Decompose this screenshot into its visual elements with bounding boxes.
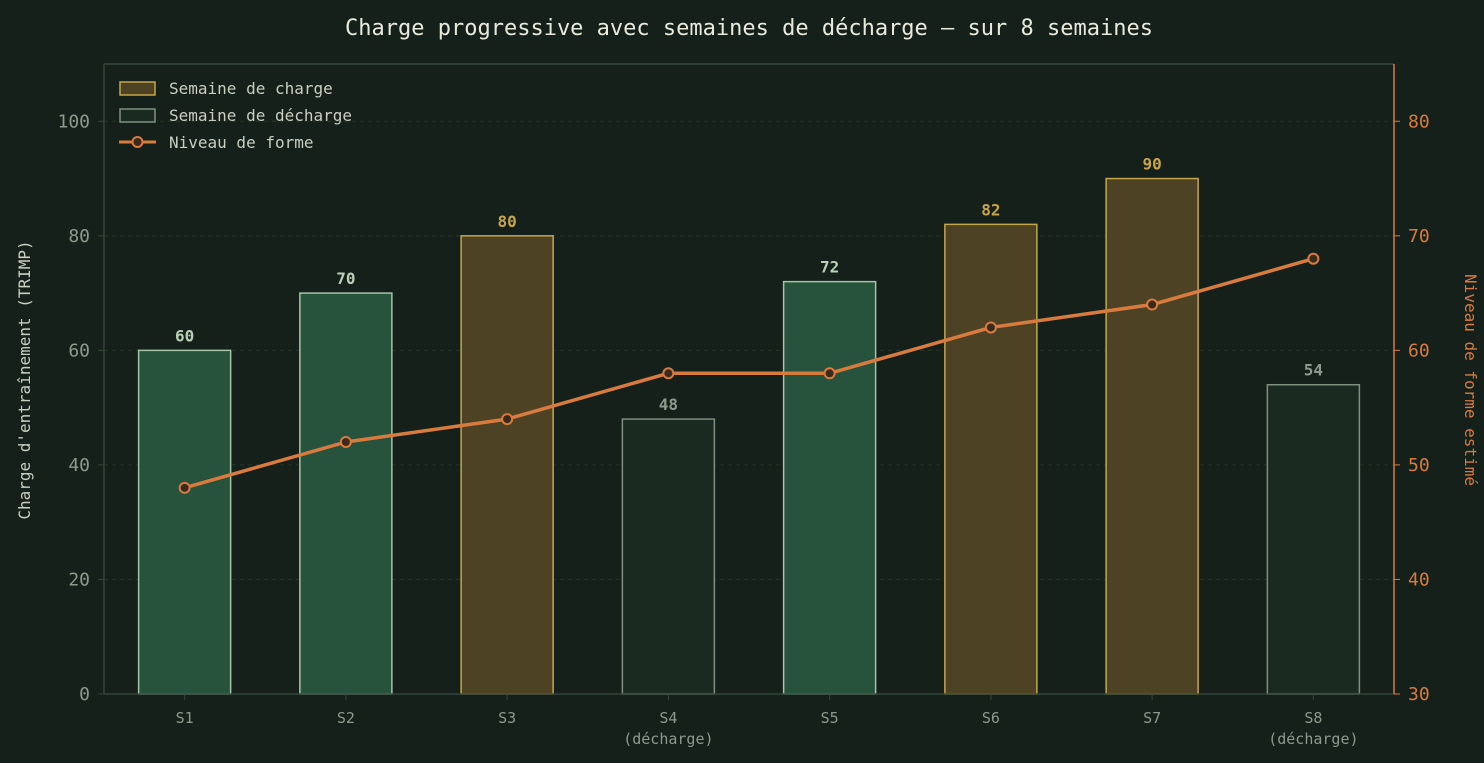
bar-value-label: 48 bbox=[659, 395, 678, 414]
y-right-tick-label: 50 bbox=[1408, 455, 1430, 476]
bar-value-label: 80 bbox=[497, 212, 516, 231]
bar-3 bbox=[460, 235, 554, 695]
x-tick-label: S6 bbox=[982, 709, 1000, 727]
bar-8 bbox=[1266, 383, 1361, 695]
y-right-tick-label: 40 bbox=[1408, 569, 1430, 590]
y-right-tick-label: 30 bbox=[1408, 684, 1430, 705]
y-left-tick-label: 100 bbox=[57, 111, 90, 132]
bar-2 bbox=[299, 292, 393, 695]
bar-1 bbox=[137, 349, 232, 695]
x-tick-label: S3 bbox=[498, 709, 516, 727]
x-tick-sublabel: (décharge) bbox=[1268, 730, 1358, 748]
bar-value-label: 54 bbox=[1304, 361, 1323, 380]
bar-value-label: 60 bbox=[175, 326, 194, 345]
grid bbox=[104, 120, 1394, 580]
y-right-tick-label: 70 bbox=[1408, 226, 1430, 247]
x-tick-label: S5 bbox=[821, 709, 839, 727]
y-axis-right-label: Niveau de forme estimé bbox=[1461, 274, 1480, 486]
bar-7 bbox=[1105, 177, 1199, 695]
bar-5 bbox=[782, 280, 877, 695]
y-right-tick-label: 80 bbox=[1408, 111, 1430, 132]
y-left-tick-label: 60 bbox=[68, 340, 90, 361]
fitness-line-series bbox=[178, 252, 1320, 494]
legend-swatch-decharge bbox=[119, 108, 156, 123]
fitness-point-3 bbox=[501, 413, 514, 426]
y-left-tick-label: 20 bbox=[68, 569, 90, 590]
chart-title: Charge progressive avec semaines de déch… bbox=[345, 16, 1153, 41]
x-tick-label: S8 bbox=[1304, 709, 1322, 727]
bar-4 bbox=[621, 418, 716, 695]
fitness-point-2 bbox=[339, 436, 352, 448]
fitness-point-4 bbox=[662, 367, 675, 380]
x-tick-label: S4 bbox=[659, 709, 677, 727]
y-right-tick-label: 60 bbox=[1408, 340, 1430, 361]
legend-label: Semaine de décharge bbox=[169, 106, 352, 125]
x-tick-label: S2 bbox=[337, 709, 355, 727]
bar-6 bbox=[944, 223, 1038, 695]
bar-value-label: 90 bbox=[1142, 155, 1161, 174]
y-left-tick-label: 0 bbox=[79, 684, 90, 705]
bars: 60 70 80 48 72 82 90 54 bbox=[137, 155, 1361, 695]
x-tick-sublabel: (décharge) bbox=[623, 730, 713, 748]
legend-swatch-charge bbox=[119, 81, 156, 96]
fitness-line bbox=[184, 257, 1314, 490]
legend-label: Niveau de forme bbox=[169, 133, 314, 152]
bar-value-label: 82 bbox=[981, 200, 1000, 219]
legend: Semaine de charge Semaine de décharge Nive… bbox=[119, 79, 352, 152]
x-tick-label: S7 bbox=[1143, 709, 1161, 727]
legend-label: Semaine de charge bbox=[169, 79, 333, 98]
y-left-tick-label: 40 bbox=[68, 455, 90, 476]
fitness-point-8 bbox=[1307, 252, 1320, 265]
y-axis-left-label: Charge d'entraînement (TRIMP) bbox=[15, 240, 34, 519]
fitness-point-6 bbox=[984, 321, 997, 334]
x-tick-label: S1 bbox=[176, 709, 194, 727]
fitness-point-1 bbox=[178, 481, 191, 494]
legend-marker-swatch bbox=[131, 136, 144, 148]
axes: 0 20 40 60 80 100 30 40 50 60 70 80 S1 S2 S3 S4 (décharg… bbox=[57, 63, 1430, 748]
fitness-point-5 bbox=[823, 367, 836, 380]
fitness-point-7 bbox=[1146, 298, 1159, 311]
bar-value-label: 70 bbox=[336, 269, 355, 288]
y-left-tick-label: 80 bbox=[68, 226, 90, 247]
bar-value-label: 72 bbox=[820, 258, 839, 277]
